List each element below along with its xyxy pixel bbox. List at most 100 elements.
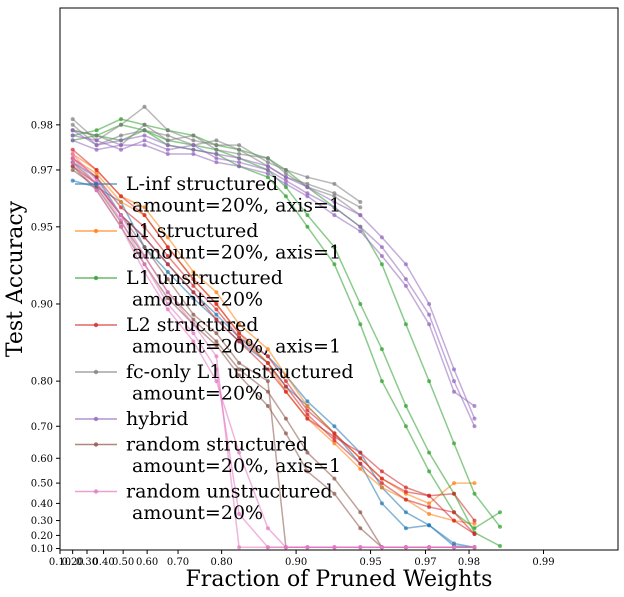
data-point bbox=[265, 367, 270, 372]
data-point bbox=[472, 526, 477, 531]
x-tick-label: 0.99 bbox=[532, 557, 554, 568]
data-point bbox=[452, 481, 456, 486]
data-point bbox=[358, 213, 363, 218]
data-point bbox=[237, 164, 242, 169]
data-point bbox=[94, 178, 99, 183]
x-tick-label: 0.60 bbox=[136, 557, 158, 568]
data-point bbox=[358, 510, 363, 515]
data-point bbox=[214, 290, 219, 295]
data-point bbox=[265, 160, 270, 165]
data-point bbox=[452, 545, 456, 550]
data-point bbox=[94, 128, 99, 133]
data-point bbox=[498, 510, 502, 515]
data-point bbox=[379, 476, 384, 481]
data-point bbox=[379, 262, 384, 267]
data-point bbox=[427, 493, 432, 498]
data-point bbox=[265, 168, 270, 172]
data-point bbox=[283, 178, 288, 183]
data-point bbox=[142, 254, 147, 258]
series-line bbox=[72, 149, 476, 522]
data-point bbox=[237, 545, 242, 550]
data-point bbox=[305, 185, 310, 190]
x-tick-label: 0.80 bbox=[210, 557, 232, 568]
data-point bbox=[265, 347, 270, 352]
data-point bbox=[332, 191, 337, 196]
data-point bbox=[165, 128, 170, 133]
data-point bbox=[305, 399, 310, 404]
data-point bbox=[142, 138, 147, 143]
data-point bbox=[403, 262, 408, 267]
data-point bbox=[237, 147, 242, 152]
data-point bbox=[237, 322, 242, 327]
data-point bbox=[403, 283, 408, 288]
data-point bbox=[214, 343, 219, 348]
data-point bbox=[332, 213, 337, 218]
data-point bbox=[191, 290, 196, 295]
data-point bbox=[165, 307, 170, 312]
data-point bbox=[191, 296, 196, 301]
data-point bbox=[191, 270, 196, 274]
data-point bbox=[283, 194, 288, 199]
data-point bbox=[214, 339, 219, 344]
series-line bbox=[72, 157, 476, 535]
data-point bbox=[358, 526, 363, 531]
data-point bbox=[472, 532, 477, 536]
data-point bbox=[214, 302, 219, 306]
data-point bbox=[237, 331, 242, 336]
legend-item-2: L1 unstructured amount=20% bbox=[75, 267, 283, 311]
data-point bbox=[165, 133, 170, 138]
data-point bbox=[165, 296, 170, 301]
data-point bbox=[305, 469, 310, 474]
data-point bbox=[142, 143, 147, 148]
data-point bbox=[214, 138, 219, 143]
data-point bbox=[332, 476, 337, 481]
data-point bbox=[94, 138, 99, 143]
data-point bbox=[283, 379, 288, 384]
data-point bbox=[94, 133, 99, 138]
data-point bbox=[283, 389, 288, 394]
data-point bbox=[305, 224, 310, 229]
legend-marker bbox=[93, 228, 99, 234]
data-point bbox=[142, 104, 147, 109]
data-point bbox=[403, 322, 408, 327]
data-point bbox=[191, 138, 196, 143]
data-point bbox=[379, 469, 384, 474]
data-point bbox=[305, 194, 310, 199]
data-point bbox=[119, 133, 123, 138]
data-point bbox=[265, 171, 270, 176]
x-tick-label: 0.90 bbox=[285, 557, 307, 568]
data-point bbox=[427, 322, 432, 327]
data-point bbox=[94, 175, 99, 180]
y-tick-label: 0.40 bbox=[31, 499, 53, 510]
data-point bbox=[358, 205, 363, 210]
data-point bbox=[452, 541, 456, 546]
data-point bbox=[119, 117, 123, 122]
x-axis-title: Fraction of Pruned Weights bbox=[186, 567, 493, 592]
x-tick-label: 0.30 bbox=[76, 557, 98, 568]
data-point bbox=[237, 512, 242, 516]
data-point bbox=[472, 491, 477, 496]
data-point bbox=[427, 501, 432, 506]
data-point bbox=[283, 181, 288, 186]
x-tick-label: 0.95 bbox=[359, 557, 381, 568]
legend-item-1: L1 structured amount=20%, axis=1 bbox=[75, 220, 341, 264]
data-point bbox=[142, 235, 147, 240]
data-point bbox=[94, 147, 99, 152]
data-point bbox=[332, 441, 337, 446]
data-point bbox=[379, 481, 384, 486]
series-line bbox=[72, 139, 475, 407]
data-point bbox=[427, 523, 432, 528]
data-point bbox=[379, 379, 384, 384]
legend-label: L2 structured amount=20%, axis=1 bbox=[126, 314, 341, 358]
data-point bbox=[283, 545, 288, 550]
plot-frame bbox=[59, 7, 619, 551]
data-point bbox=[165, 262, 170, 267]
data-point bbox=[332, 245, 337, 250]
y-tick-label: 0.20 bbox=[31, 531, 53, 542]
series-line bbox=[72, 129, 476, 419]
data-point bbox=[427, 505, 432, 509]
legend-marker bbox=[93, 416, 99, 422]
legend-marker bbox=[93, 369, 99, 375]
data-point bbox=[498, 524, 502, 529]
legend-item-3: L2 structured amount=20%, axis=1 bbox=[75, 314, 341, 358]
